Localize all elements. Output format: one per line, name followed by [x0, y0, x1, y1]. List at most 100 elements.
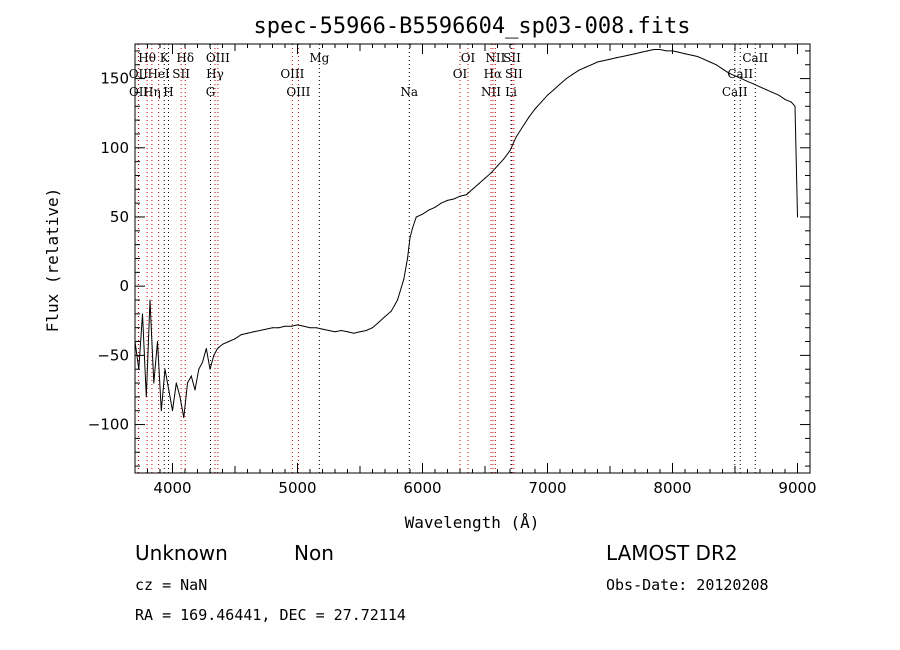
data-point [622, 56, 623, 57]
data-point [190, 375, 192, 377]
marker-label: Li [505, 85, 517, 99]
data-point [359, 331, 361, 333]
cz-label: cz = NaN [135, 576, 207, 594]
y-tick-label: −100 [88, 416, 129, 434]
data-point [497, 165, 498, 167]
data-point [412, 227, 413, 229]
data-point [728, 72, 730, 74]
data-point [145, 396, 147, 398]
data-point [734, 75, 736, 77]
marker-label: SII [505, 67, 523, 81]
data-point [584, 67, 586, 68]
data-point [678, 51, 680, 53]
y-tick-label: 100 [100, 139, 129, 157]
data-point [213, 354, 215, 356]
class-label: Unknown [135, 541, 228, 565]
marker-label: OI [453, 67, 468, 81]
data-point [217, 348, 218, 349]
data-point [228, 341, 230, 342]
data-point [259, 330, 261, 331]
data-point [547, 94, 548, 96]
y-tick-label: −50 [97, 346, 129, 364]
data-point [284, 325, 286, 327]
data-point [740, 78, 742, 80]
data-point [553, 89, 555, 91]
data-point [428, 209, 430, 211]
data-point [168, 389, 170, 391]
data-point [198, 368, 200, 370]
data-point [175, 382, 177, 384]
data-point [384, 316, 386, 318]
data-point [522, 126, 523, 128]
marker-label: NII [481, 85, 501, 99]
marker-label: OIII [280, 67, 304, 81]
data-point [759, 86, 761, 88]
data-point [247, 332, 248, 334]
data-point [590, 64, 592, 66]
data-point [703, 58, 705, 60]
plot-frame [134, 43, 811, 474]
x-tick-label: 6000 [403, 479, 441, 497]
data-point [440, 202, 442, 204]
marker-label: Hδ [176, 51, 194, 65]
data-point [684, 53, 686, 55]
data-point [272, 327, 273, 329]
data-point [634, 53, 636, 55]
data-point [540, 101, 542, 103]
marker-label: K [160, 51, 170, 65]
data-point [194, 389, 196, 391]
data-point [609, 58, 611, 60]
axes: 4000 5000 6000 7000 8000 9000 −100 −50 0 50 100 150 [88, 43, 817, 497]
data-point [187, 382, 188, 384]
marker-label: SII [172, 67, 190, 81]
data-point [322, 328, 323, 330]
data-point [797, 216, 798, 218]
data-point [794, 105, 796, 107]
data-point [202, 361, 203, 363]
data-point [209, 368, 211, 370]
x-tick-label: 8000 [653, 479, 691, 497]
marker-label: OIII [206, 51, 230, 65]
data-point [365, 330, 367, 331]
data-point [290, 325, 292, 327]
data-point [484, 177, 486, 179]
data-point [303, 325, 305, 327]
coords-label: RA = 169.46441, DEC = 27.72114 [135, 606, 406, 624]
data-point [409, 237, 411, 239]
data-point [772, 91, 773, 93]
data-point [240, 334, 242, 336]
marker-label: Hα [484, 67, 503, 81]
data-point [722, 68, 723, 70]
data-point [578, 69, 580, 71]
data-point [353, 332, 355, 334]
subclass-label: Non [294, 541, 334, 565]
data-point [603, 60, 605, 62]
data-point [647, 50, 648, 52]
survey-label: LAMOST DR2 [606, 541, 738, 565]
marker-label: Mg [309, 51, 329, 65]
data-point [572, 73, 573, 75]
data-point [490, 172, 492, 174]
data-point [503, 158, 505, 160]
data-point [378, 321, 380, 323]
marker-label: OI [461, 51, 476, 65]
data-point [447, 199, 448, 201]
spectrum-series [134, 49, 798, 418]
data-point [653, 49, 655, 50]
data-point [309, 327, 311, 329]
data-point [297, 324, 298, 326]
data-point [160, 410, 162, 412]
data-point [528, 116, 530, 118]
data-point [640, 51, 642, 53]
data-point [278, 327, 280, 329]
data-point [709, 61, 711, 63]
x-tick-label: 5000 [278, 479, 316, 497]
data-point [534, 108, 536, 110]
data-point [340, 330, 342, 331]
data-point [784, 98, 786, 100]
data-point [179, 396, 181, 398]
data-point [565, 78, 567, 80]
data-point [328, 330, 330, 331]
